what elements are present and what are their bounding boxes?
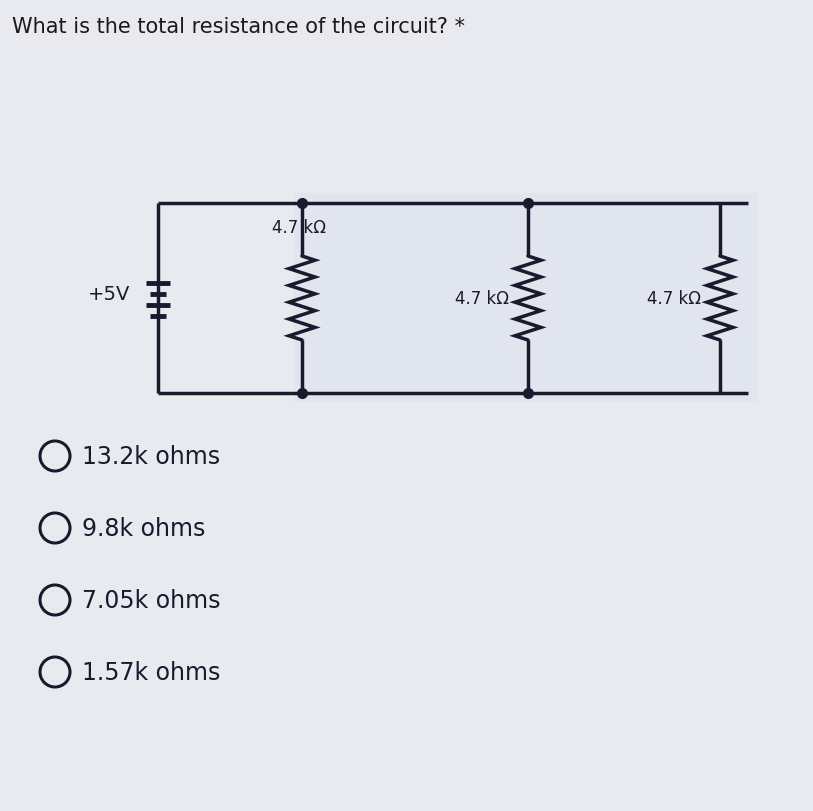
- Text: 7.05k ohms: 7.05k ohms: [82, 588, 220, 612]
- Text: What is the total resistance of the circuit? *: What is the total resistance of the circ…: [12, 17, 465, 37]
- Text: 4.7 kΩ: 4.7 kΩ: [647, 290, 701, 307]
- Text: 9.8k ohms: 9.8k ohms: [82, 517, 206, 540]
- Text: 1.57k ohms: 1.57k ohms: [82, 660, 220, 684]
- Text: 4.7 kΩ: 4.7 kΩ: [272, 219, 326, 237]
- Text: +5V: +5V: [88, 285, 130, 304]
- Text: 4.7 kΩ: 4.7 kΩ: [455, 290, 509, 307]
- Bar: [294, 194, 758, 404]
- Text: 13.2k ohms: 13.2k ohms: [82, 444, 220, 469]
